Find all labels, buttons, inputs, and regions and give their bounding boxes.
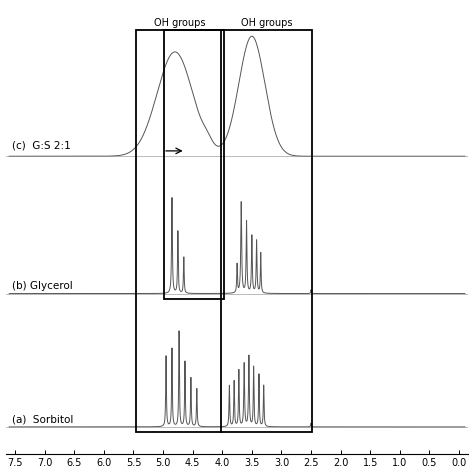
Text: (a)  Sorbitol: (a) Sorbitol (12, 414, 73, 424)
Text: OH groups: OH groups (154, 18, 205, 28)
Text: OH groups: OH groups (241, 18, 292, 28)
Bar (164, 29, 224, 299)
Bar (137, 29, 312, 432)
Text: (b) Glycerol: (b) Glycerol (12, 281, 73, 291)
Text: (c)  G:S 2:1: (c) G:S 2:1 (12, 141, 71, 151)
